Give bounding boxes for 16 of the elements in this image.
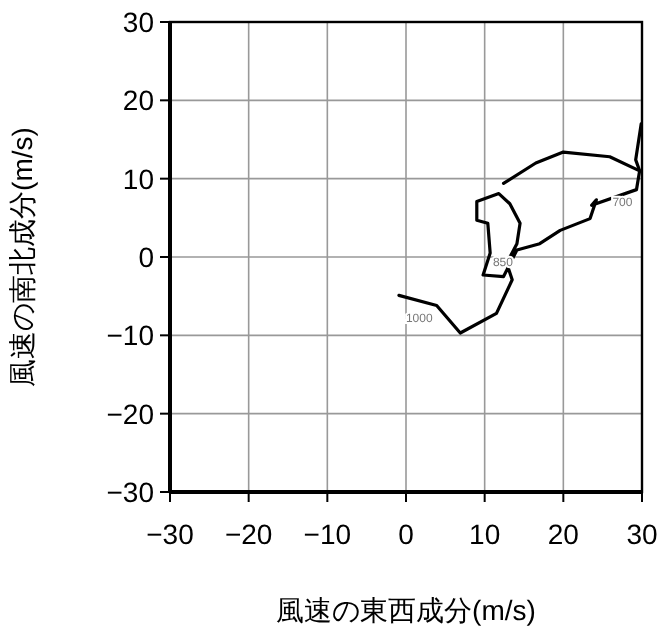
y-tick-label: 0 <box>138 241 155 273</box>
x-tick-label: −20 <box>224 518 273 550</box>
x-tick-label: 0 <box>398 518 415 550</box>
y-tick-label: −20 <box>106 397 155 430</box>
x-tick-label: 30 <box>626 518 658 550</box>
y-tick-label: −30 <box>106 476 155 508</box>
y-tick-label: 10 <box>122 162 155 195</box>
y-tick-label: −10 <box>106 319 155 352</box>
y-tick-label: 30 <box>122 6 155 38</box>
x-tick-label: −10 <box>303 518 352 550</box>
x-tick-label: 10 <box>469 518 501 550</box>
x-tick-label: 20 <box>547 518 580 550</box>
x-axis-title: 風速の東西成分(m/s) <box>276 594 536 626</box>
y-axis-title: 風速の南北成分(m/s) <box>6 127 38 387</box>
y-tick-label: 20 <box>122 84 155 117</box>
x-tick-label: −30 <box>146 518 195 550</box>
